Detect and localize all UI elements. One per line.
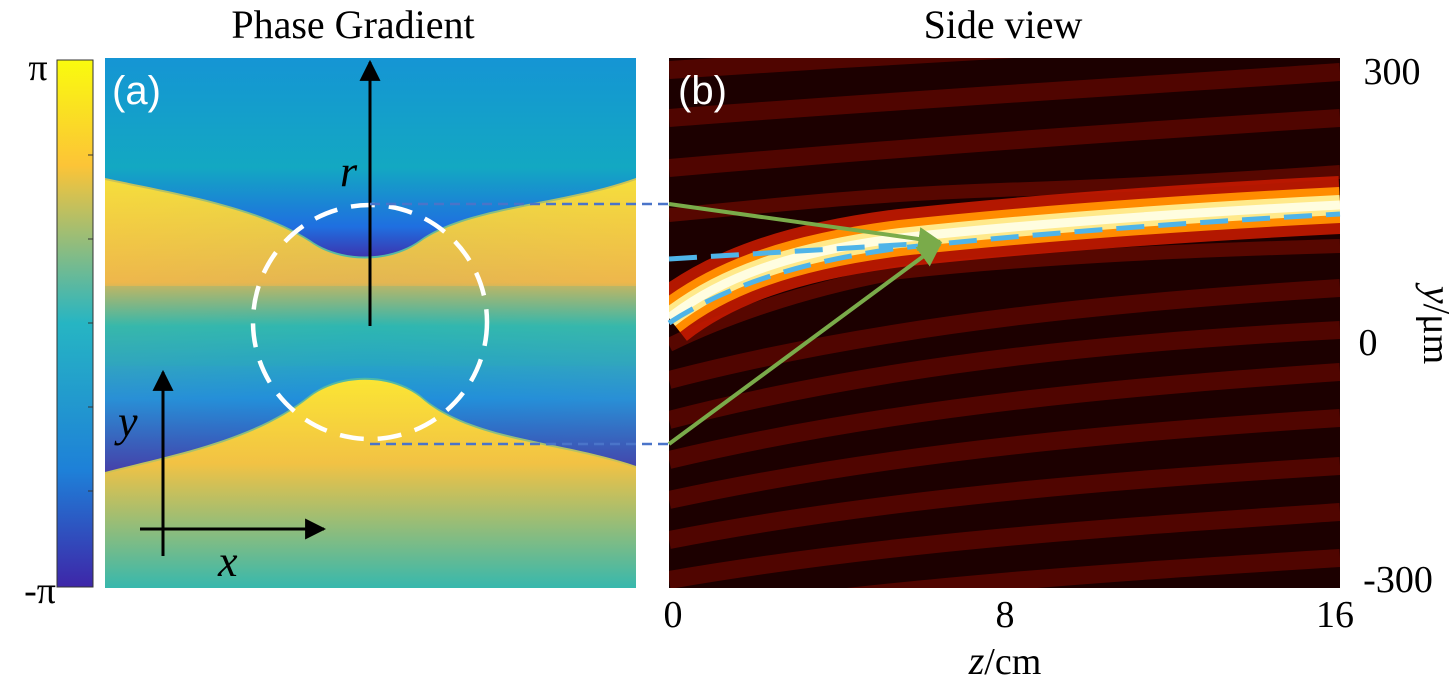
fringes-upper-near: [669, 165, 1340, 352]
trajectory-curve: [667, 211, 1341, 326]
y-axis-label-b: y/μm: [1415, 282, 1456, 364]
x-axis-label-a: x: [217, 537, 238, 586]
x-tick-16: 16: [1316, 594, 1354, 636]
x-tick-8: 8: [996, 594, 1015, 636]
phase-bottom-region: [105, 379, 636, 588]
colorbar-max-label: π: [28, 47, 47, 89]
panel-a-title: Phase Gradient: [231, 2, 474, 47]
fringes: [669, 58, 1340, 588]
y-axis-var: y: [1415, 282, 1456, 304]
x-tick-0: 0: [664, 594, 683, 636]
side-view-map: [669, 58, 1340, 588]
y-axis-unit: /μm: [1415, 304, 1456, 365]
green-arrow-bottom: [667, 242, 942, 446]
x-axis-unit: /cm: [984, 641, 1041, 683]
y-tick-neg300: -300: [1363, 559, 1433, 601]
colorbar-gradient: [56, 59, 94, 588]
y-tick-300: 300: [1364, 51, 1421, 93]
green-arrow-top: [668, 202, 943, 251]
panel-b-label: (b): [678, 69, 727, 113]
colorbar: π -π: [24, 47, 94, 612]
panel-a-label: (a): [112, 69, 161, 113]
colorbar-min-label: -π: [24, 570, 56, 612]
y-axis-label-a: y: [114, 397, 138, 446]
x-axis-label-b: z/cm: [968, 638, 1042, 683]
r-axis-label: r: [340, 147, 358, 196]
x-axis-var: z: [968, 638, 985, 683]
panel-b-title: Side view: [924, 2, 1083, 47]
initial-direction-line: [668, 240, 931, 262]
y-tick-0: 0: [1359, 322, 1378, 364]
colorbar-ticks: [88, 154, 93, 492]
